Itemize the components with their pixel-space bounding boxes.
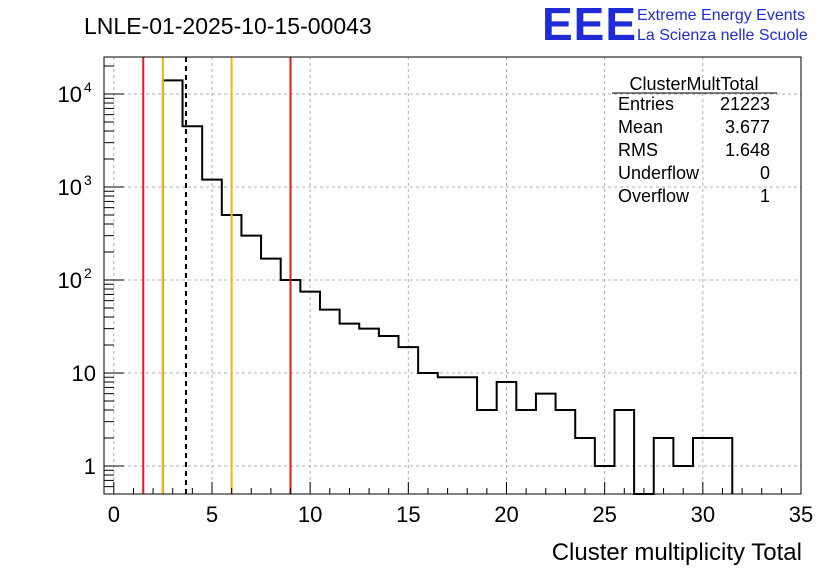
histogram-bin — [457, 377, 477, 494]
histogram-bin — [516, 410, 536, 494]
y-tick-exponent: 4 — [84, 79, 92, 95]
plot-frame — [103, 56, 802, 495]
x-tick-label: 15 — [396, 502, 420, 527]
chart-title: LNLE-01-2025-10-15-00043 — [84, 13, 372, 39]
histogram-bin — [575, 438, 595, 494]
histogram-bin — [438, 377, 458, 494]
x-tick-label: 10 — [298, 502, 322, 527]
eee-logo-letters: EEE — [542, 0, 637, 50]
y-tick-exponent: 3 — [84, 172, 92, 188]
y-tick-exponent: 2 — [84, 265, 92, 281]
eee-logo: EEE Extreme Energy Events La Scienza nel… — [542, 0, 808, 50]
histogram-bin — [163, 80, 183, 494]
histogram-bin — [359, 329, 379, 494]
grid-lines — [104, 57, 801, 494]
stats-row-label: Overflow — [618, 186, 690, 206]
x-tick-label: 5 — [206, 502, 218, 527]
stats-row-label: Underflow — [618, 163, 700, 183]
y-tick-label: 10 — [58, 268, 82, 293]
stats-title: ClusterMultTotal — [629, 74, 758, 94]
histogram-bin — [202, 180, 222, 494]
histogram-bin — [261, 259, 281, 494]
histogram-bin — [379, 336, 399, 494]
eee-logo-line1: Extreme Energy Events — [637, 7, 805, 24]
cut-lines — [142, 57, 292, 494]
stats-row-value: 0 — [760, 163, 770, 183]
histogram-bin — [418, 373, 438, 494]
histogram-bin — [713, 438, 733, 494]
histogram-bin — [340, 324, 360, 494]
y-tick-label: 10 — [72, 361, 96, 386]
stats-row-label: Entries — [618, 94, 674, 114]
x-tick-label: 20 — [494, 502, 518, 527]
histogram-bin — [320, 310, 340, 494]
x-axis-label: Cluster multiplicity Total — [552, 539, 802, 566]
x-tick-label: 25 — [592, 502, 616, 527]
histogram-bin — [536, 394, 556, 494]
histogram-bin — [241, 236, 261, 494]
x-tick-label: 30 — [691, 502, 715, 527]
histogram-bin — [477, 410, 497, 494]
histogram-bin — [399, 347, 419, 494]
stats-row-value: 3.677 — [725, 117, 770, 137]
histogram-bin — [497, 382, 517, 494]
stats-row-value: 1 — [760, 186, 770, 206]
y-tick-label: 1 — [84, 454, 96, 479]
stats-row-value: 1.648 — [725, 140, 770, 160]
stats-row-value: 21223 — [720, 94, 770, 114]
y-tick-label: 10 — [58, 175, 82, 200]
stats-row-label: Mean — [618, 117, 663, 137]
x-axis: 0 5 10 15 20 25 30 35 — [108, 482, 813, 527]
y-tick-label: 10 — [58, 82, 82, 107]
histogram-bin — [300, 292, 320, 494]
stats-box: ClusterMultTotal Entries 21223 Mean 3.677 RM… — [612, 74, 777, 206]
x-tick-label: 35 — [789, 502, 813, 527]
stats-row-label: RMS — [618, 140, 658, 160]
eee-logo-line2: La Scienza nelle Scuole — [637, 27, 808, 44]
histogram-bin — [614, 410, 634, 494]
histogram-outline — [161, 79, 734, 495]
histogram-bin — [654, 438, 674, 494]
histogram-bin — [556, 410, 576, 494]
x-tick-label: 0 — [108, 502, 120, 527]
